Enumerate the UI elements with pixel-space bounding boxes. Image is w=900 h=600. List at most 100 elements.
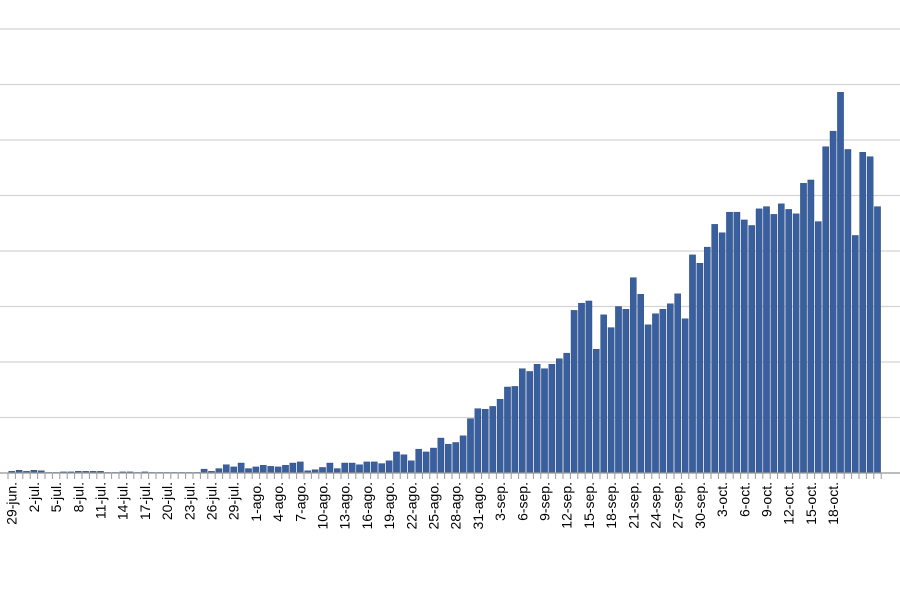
x-tick-label: 4-ago. [270, 482, 286, 522]
bar [297, 461, 304, 474]
bar [408, 460, 415, 474]
x-tick-label: 29-jun. [4, 482, 20, 525]
x-tick-label: 3-oct. [714, 482, 730, 517]
bar [696, 263, 704, 474]
bar [519, 368, 526, 474]
x-tick-labels: 29-jun. 2-jul. 5-jul. 8-jul. 11-jul. 14-jul. 1… [4, 482, 841, 529]
x-tick-label: 29-jul. [226, 482, 242, 520]
x-tick-label: 6-sep. [514, 482, 530, 521]
bar [430, 447, 437, 474]
bar [615, 306, 622, 474]
x-tick-label: 23-jul. [181, 482, 197, 520]
x-tick-label: 1-ago. [248, 482, 264, 522]
bar [637, 294, 644, 474]
bar [267, 466, 275, 474]
bar [326, 462, 334, 474]
bar [570, 310, 578, 474]
bar [800, 183, 807, 474]
bar [815, 221, 822, 474]
bar [489, 406, 497, 474]
x-tick-label: 7-ago. [292, 482, 308, 522]
bars [8, 92, 881, 474]
bar [785, 209, 792, 474]
bar [644, 324, 652, 474]
bar [289, 462, 297, 474]
bar [807, 179, 815, 474]
x-tick-label: 2-jul. [26, 482, 42, 512]
bar [667, 303, 674, 474]
bar [659, 309, 667, 474]
bar [792, 213, 800, 474]
bar [741, 219, 748, 474]
bar [415, 448, 423, 474]
bar [459, 435, 467, 474]
bar [282, 465, 289, 474]
bar [652, 313, 659, 474]
x-tick-label: 8-jul. [70, 482, 86, 512]
x-tick-label: 18-sep. [603, 482, 619, 529]
bar [578, 302, 585, 474]
bar [334, 468, 341, 474]
bar [852, 235, 859, 474]
x-tick-label: 15-sep. [581, 482, 597, 529]
x-tick-label: 16-ago. [359, 482, 375, 529]
bar [348, 462, 356, 474]
bar [252, 466, 260, 474]
bar [829, 130, 837, 474]
bar [718, 232, 726, 474]
bar [452, 442, 460, 474]
bar [711, 224, 718, 474]
bar [400, 454, 408, 474]
bar [260, 465, 267, 474]
bar [704, 246, 711, 474]
x-tick-label: 9-sep. [537, 482, 553, 521]
bar [763, 206, 770, 474]
x-tick-label: 30-sep. [692, 482, 708, 529]
x-tick-label: 17-jul. [137, 482, 153, 520]
x-tick-label: 21-sep. [625, 482, 641, 529]
bar [674, 293, 681, 474]
bar [356, 464, 363, 474]
x-tick-label: 12-oct. [781, 482, 797, 525]
bar [467, 418, 474, 474]
bar [445, 443, 452, 474]
x-tick-label: 31-ago. [470, 482, 486, 529]
bar [319, 467, 326, 474]
bar [866, 156, 874, 474]
bar [385, 460, 393, 474]
bar [563, 352, 570, 474]
bar [770, 214, 778, 474]
bar [222, 464, 230, 474]
x-tick-label: 3-sep. [492, 482, 508, 521]
bar [245, 468, 252, 474]
bar [748, 225, 755, 474]
x-tick-label: 26-jul. [204, 482, 220, 520]
bar [274, 466, 282, 474]
bar [230, 466, 238, 474]
bar [215, 468, 223, 474]
bar [755, 208, 763, 474]
bar [526, 371, 533, 474]
gridlines [0, 28, 900, 474]
bar [733, 211, 741, 474]
bar [363, 461, 371, 474]
bar [237, 462, 245, 474]
x-tick-label: 10-ago. [315, 482, 331, 529]
bar [437, 437, 445, 474]
bar [533, 364, 541, 474]
bar [630, 277, 637, 474]
bar [844, 149, 852, 474]
bar [556, 358, 563, 474]
x-tick-label: 12-sep. [559, 482, 575, 529]
bar [511, 386, 519, 474]
bar [496, 398, 504, 474]
bar [585, 300, 593, 474]
bar [726, 211, 733, 474]
bar [600, 314, 607, 474]
x-tick-label: 13-ago. [337, 482, 353, 529]
bar [622, 309, 630, 474]
bar [541, 368, 548, 474]
x-tick-label: 20-jul. [159, 482, 175, 520]
x-tick-label: 9-oct. [759, 482, 775, 517]
